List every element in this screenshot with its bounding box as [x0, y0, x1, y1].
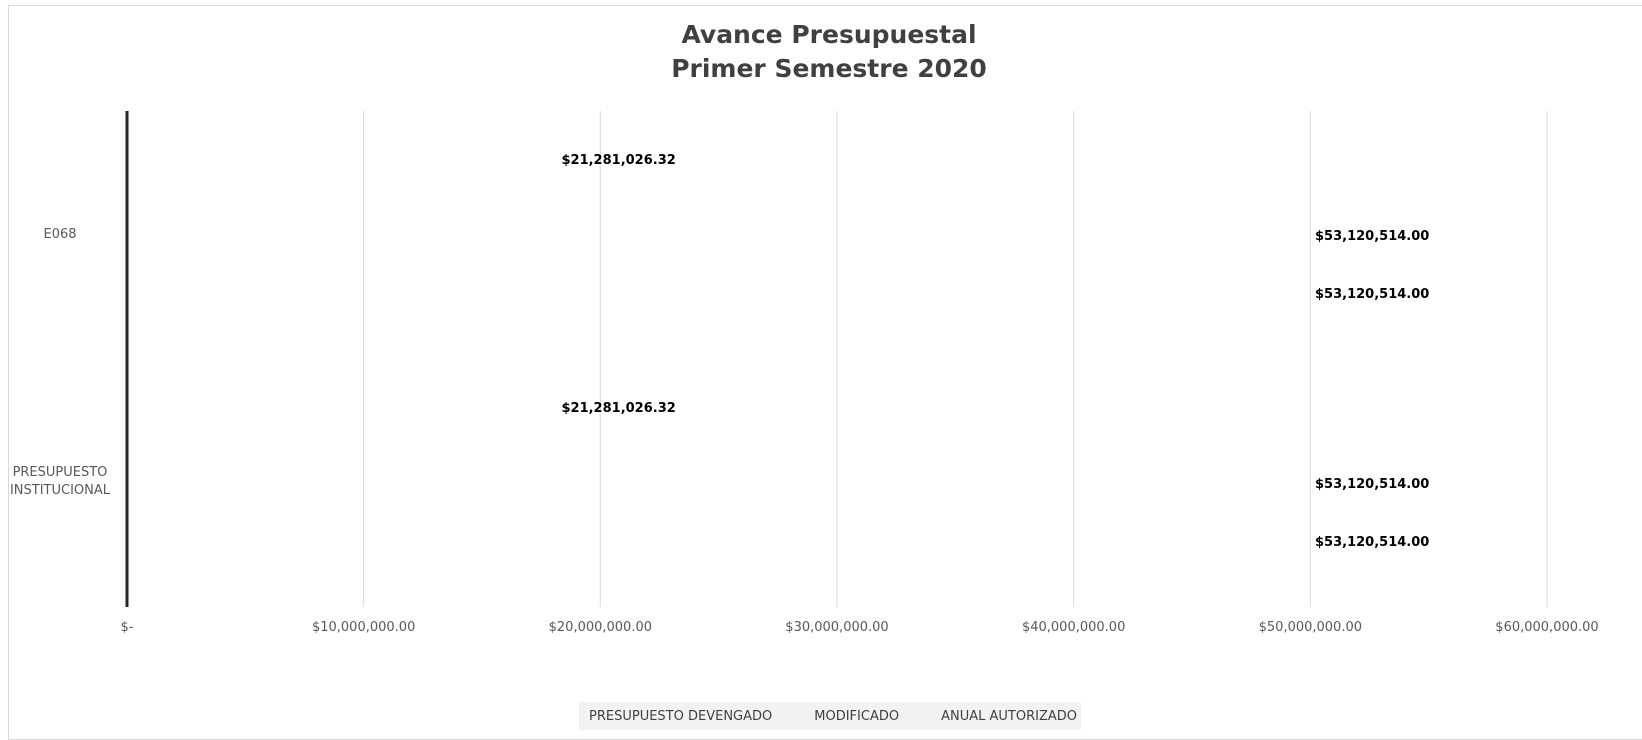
bar-e068-modificado [127, 477, 1384, 489]
data-label-e068-presupuesto-devengado: $21,281,026.32 [561, 401, 675, 416]
x-tick-label-6: $60,000,000.00 [1495, 620, 1598, 635]
x-tick-label-2: $20,000,000.00 [549, 620, 652, 635]
chart-title-line-1: Avance Presupuestal [681, 20, 977, 49]
category-label-presupuesto-institucional: PRESUPUESTO INSTITUCIONAL [9, 465, 111, 498]
legend-label-devengado: PRESUPUESTO DEVENGADO [589, 708, 773, 724]
legend-label-modificado: MODIFICADO [814, 708, 900, 724]
x-tick-label-5: $50,000,000.00 [1259, 620, 1362, 635]
data-label-presupuesto-institucional-presupuesto-devengado: $21,281,026.32 [561, 153, 675, 168]
bar-presupuesto-institucional-anual-autorizado [127, 287, 1384, 299]
x-tick-label-4: $40,000,000.00 [1022, 620, 1125, 635]
data-label-e068-anual-autorizado: $53,120,514.00 [1315, 535, 1429, 550]
x-tick-label-3: $30,000,000.00 [785, 620, 888, 635]
chart-frame [8, 5, 1642, 740]
bar-presupuesto-institucional-presupuesto-devengado [127, 153, 631, 165]
x-tick-label-0: $- [121, 620, 134, 635]
chart-title-line-2: Primer Semestre 2020 [671, 54, 987, 83]
x-tick-label-1: $10,000,000.00 [312, 620, 415, 635]
data-label-presupuesto-institucional-modificado: $53,120,514.00 [1315, 229, 1429, 244]
bar-e068-presupuesto-devengado [127, 401, 631, 413]
legend-label-anual-autorizado: ANUAL AUTORIZADO [941, 708, 1077, 724]
data-label-e068-modificado: $53,120,514.00 [1315, 477, 1429, 492]
data-label-presupuesto-institucional-anual-autorizado: $53,120,514.00 [1315, 287, 1429, 302]
legend-item-anual-autorizado[interactable]: ANUAL AUTORIZADO [935, 709, 1077, 724]
chart-title: Avance Presupuestal Primer Semestre 2020 [0, 18, 1642, 86]
legend-item-devengado[interactable]: PRESUPUESTO DEVENGADO [583, 709, 772, 724]
legend-item-modificado[interactable]: MODIFICADO [808, 709, 899, 724]
bar-e068-anual-autorizado [127, 535, 1384, 547]
legend: PRESUPUESTO DEVENGADO MODIFICADO ANUAL A… [579, 702, 1081, 730]
bar-presupuesto-institucional-modificado [127, 229, 1384, 241]
category-label-e068: E068 [43, 227, 77, 242]
